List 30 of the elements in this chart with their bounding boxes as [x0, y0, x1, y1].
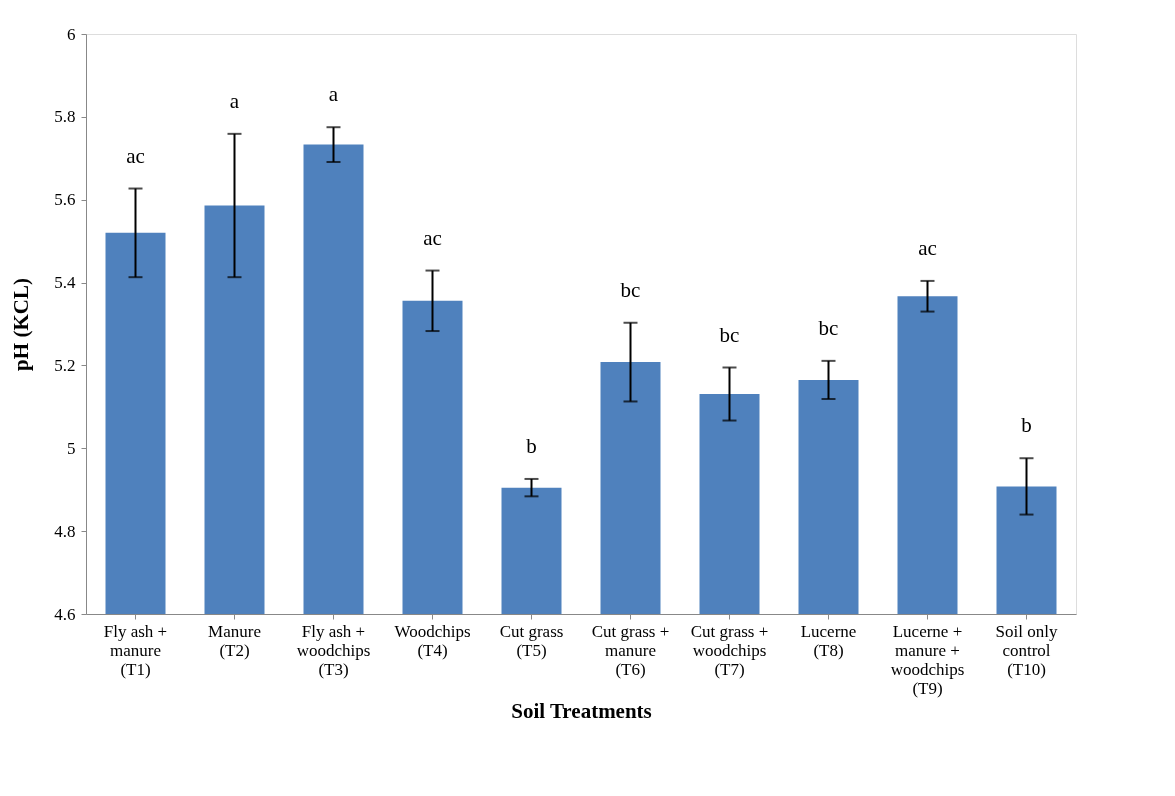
annotation: ac — [918, 235, 937, 260]
x-tick-label: Fly ash + manure (T1) — [103, 621, 168, 679]
x-tick-label: Soil only control (T10) — [995, 621, 1058, 679]
y-tick-label: 5.4 — [54, 273, 76, 293]
annotation: b — [526, 433, 537, 458]
x-tick-label: Cut grass + manure (T6) — [591, 621, 670, 679]
x-tick-label: Lucerne + manure + woodchips (T9) — [890, 621, 965, 698]
annotation: bc — [620, 277, 641, 302]
x-tick-label: Manure (T2) — [208, 621, 261, 660]
annotation: bc — [719, 322, 740, 347]
annotation: a — [229, 88, 240, 113]
y-tick-label: 4.8 — [54, 521, 76, 541]
y-tick-label: 6 — [67, 24, 76, 44]
annotation: bc — [818, 315, 839, 340]
x-tick-label: Cut grass + woodchips (T7) — [690, 621, 769, 679]
y-tick-label: 5.2 — [54, 355, 76, 375]
y-tick-label: 5 — [67, 438, 76, 458]
x-tick-label: Cut grass (T5) — [499, 621, 564, 660]
x-axis-title: Soil Treatments — [511, 698, 652, 723]
annotation: ac — [423, 225, 442, 250]
annotation: a — [328, 82, 339, 107]
y-axis-title: pH (KCL) — [9, 278, 34, 371]
annotation: ac — [126, 143, 145, 168]
y-tick-label: 5.6 — [54, 190, 76, 210]
y-tick-label: 5.8 — [54, 107, 76, 127]
x-tick-label: Woodchips (T4) — [394, 621, 471, 660]
annotation: b — [1021, 413, 1032, 438]
y-tick-label: 4.6 — [54, 604, 76, 624]
x-tick-label: Fly ash + woodchips (T3) — [296, 621, 371, 679]
x-tick-label: Lucerne (T8) — [800, 621, 857, 660]
